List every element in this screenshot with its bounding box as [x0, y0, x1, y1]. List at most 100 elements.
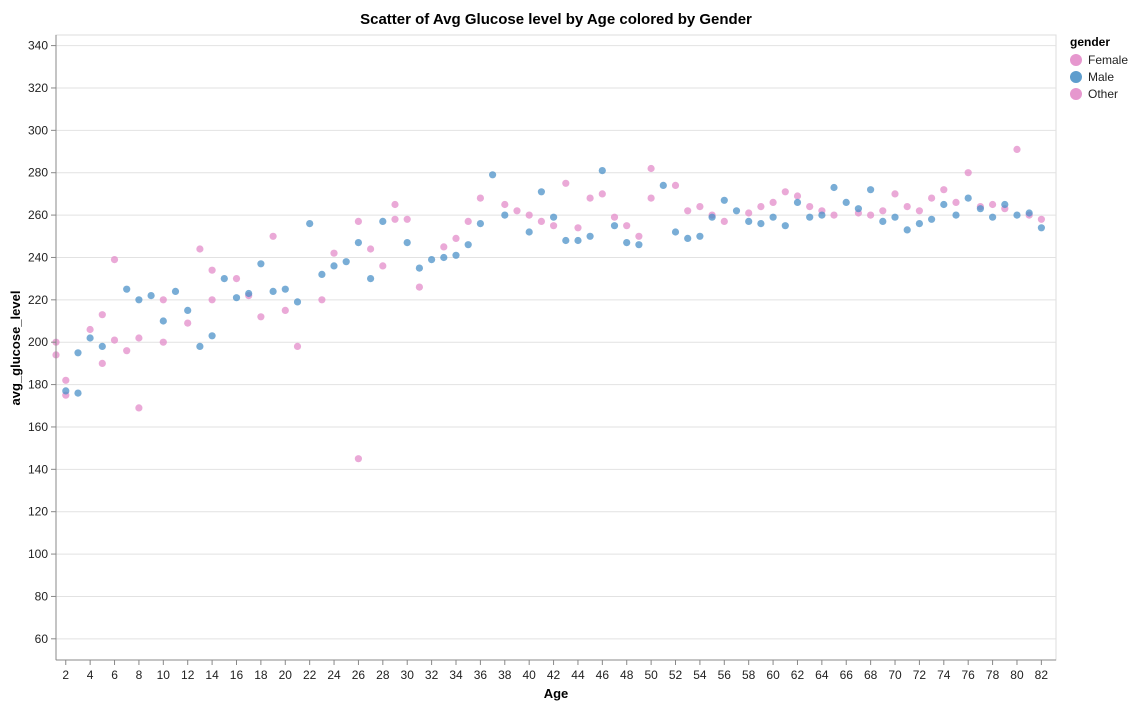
data-point	[598, 190, 606, 198]
x-tick-label: 6	[111, 668, 118, 682]
x-axis: 2 4 6 8 10 12 14 16 18 20 22 24 26 28 30 32 34 36 38 40 42 44…	[56, 659, 1056, 682]
data-point	[415, 264, 423, 272]
data-point	[879, 217, 887, 225]
x-tick-label: 52	[669, 668, 683, 682]
data-point	[830, 183, 838, 192]
y-tick-label: 300	[28, 123, 48, 137]
data-point	[1013, 145, 1021, 153]
data-point	[281, 285, 289, 293]
x-tick-label: 48	[620, 668, 634, 682]
y-tick-label: 140	[28, 462, 48, 476]
y-tick-label: 220	[28, 293, 48, 307]
data-point	[293, 342, 302, 350]
data-point	[98, 311, 106, 319]
data-point	[367, 275, 375, 283]
data-point	[440, 253, 448, 262]
data-point	[574, 236, 582, 245]
x-tick-label: 58	[742, 668, 756, 682]
y-tick-label: 260	[28, 208, 48, 222]
data-point	[123, 347, 131, 355]
x-tick-label: 70	[888, 668, 902, 682]
y-tick-label: 100	[28, 547, 48, 561]
data-point	[550, 222, 558, 230]
data-point	[403, 215, 411, 223]
data-point	[891, 213, 899, 221]
data-point	[769, 213, 777, 221]
y-tick-label: 80	[35, 589, 49, 603]
data-point	[318, 270, 326, 278]
data-point	[208, 266, 216, 274]
data-point	[159, 338, 167, 346]
data-point	[940, 186, 948, 194]
x-tick-label: 64	[815, 668, 829, 682]
data-point	[86, 334, 94, 342]
chart-title: Scatter of Avg Glucose level by Age colo…	[360, 11, 752, 28]
x-tick-label: 72	[913, 668, 927, 682]
data-point	[684, 207, 692, 215]
data-point	[915, 220, 924, 228]
data-point	[745, 209, 753, 217]
data-point	[391, 200, 399, 209]
x-tick-label: 76	[962, 668, 976, 682]
data-point	[806, 203, 814, 211]
data-point	[330, 262, 338, 270]
data-point	[196, 342, 204, 350]
y-tick-label: 180	[28, 378, 48, 392]
x-tick-label: 4	[87, 668, 94, 682]
data-point	[793, 198, 802, 206]
y-tick-label: 320	[28, 81, 48, 95]
data-point	[501, 200, 509, 209]
data-point	[110, 336, 119, 344]
data-point	[684, 234, 692, 242]
points-layer	[52, 145, 1045, 463]
x-tick-label: 2	[62, 668, 69, 682]
x-tick-label: 12	[181, 668, 195, 682]
data-point	[342, 258, 350, 266]
data-point	[623, 239, 631, 247]
data-point	[647, 164, 655, 173]
data-point	[208, 332, 216, 340]
data-point	[135, 404, 143, 412]
data-point	[354, 239, 362, 247]
y-axis-title: avg_glucose_level	[8, 291, 23, 406]
data-point	[379, 262, 387, 270]
data-point	[952, 198, 960, 206]
data-point	[269, 232, 277, 240]
series-other	[354, 455, 362, 463]
data-point	[415, 283, 423, 291]
data-point	[647, 194, 655, 202]
data-point	[952, 211, 960, 219]
data-point	[915, 207, 924, 215]
data-point	[879, 207, 887, 215]
data-point	[842, 198, 850, 206]
data-point	[586, 194, 594, 202]
x-tick-label: 8	[136, 668, 143, 682]
data-point	[732, 207, 741, 215]
data-point	[830, 211, 838, 219]
x-tick-label: 78	[986, 668, 1000, 682]
series-male	[62, 167, 1045, 397]
x-tick-label: 74	[937, 668, 951, 682]
y-tick-label: 120	[28, 505, 48, 519]
data-point	[1037, 224, 1045, 232]
data-point	[281, 306, 289, 314]
legend-label-female: Female	[1088, 53, 1128, 67]
legend-label-other: Other	[1088, 87, 1118, 101]
data-point	[147, 292, 155, 300]
x-tick-label: 14	[205, 668, 219, 682]
y-axis: 60 80 100 120 140 160 180 200 220 240 260 280 300 320…	[28, 35, 57, 660]
legend-swatch-other	[1070, 88, 1082, 100]
legend: gender Female Male Other	[1070, 35, 1128, 101]
x-tick-label: 28	[376, 668, 390, 682]
data-point	[757, 203, 765, 211]
data-point	[74, 389, 82, 397]
data-point	[452, 251, 460, 259]
data-point	[74, 349, 82, 357]
data-point	[1037, 215, 1045, 223]
data-point	[232, 275, 241, 283]
data-point	[330, 249, 338, 257]
data-point	[793, 192, 802, 200]
data-point	[964, 194, 972, 202]
data-point	[964, 169, 972, 177]
